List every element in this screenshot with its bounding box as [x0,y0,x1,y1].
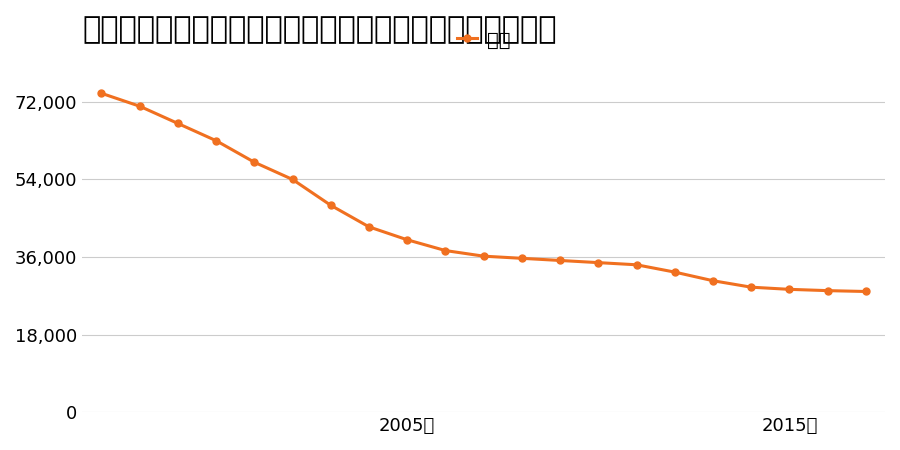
価格 [823,288,833,293]
価格 [287,177,298,182]
価格 [670,270,680,275]
価格 [401,237,412,243]
価格 [173,121,184,126]
Text: 埼玉県比企郡小川町大字青山字大沢４６２番３の地価推移: 埼玉県比企郡小川町大字青山字大沢４６２番３の地価推移 [83,15,557,44]
価格 [746,284,757,290]
価格 [326,202,337,208]
価格 [593,260,604,265]
価格 [860,289,871,294]
価格 [478,253,489,259]
価格 [631,262,642,267]
価格 [517,256,527,261]
価格 [211,138,221,144]
価格 [707,278,718,284]
価格 [134,104,145,109]
Line: 価格: 価格 [98,90,869,295]
Legend: 価格: 価格 [450,22,518,58]
価格 [249,160,260,165]
価格 [554,258,565,263]
価格 [364,224,374,230]
価格 [440,248,451,253]
価格 [784,287,795,292]
価格 [96,90,107,96]
